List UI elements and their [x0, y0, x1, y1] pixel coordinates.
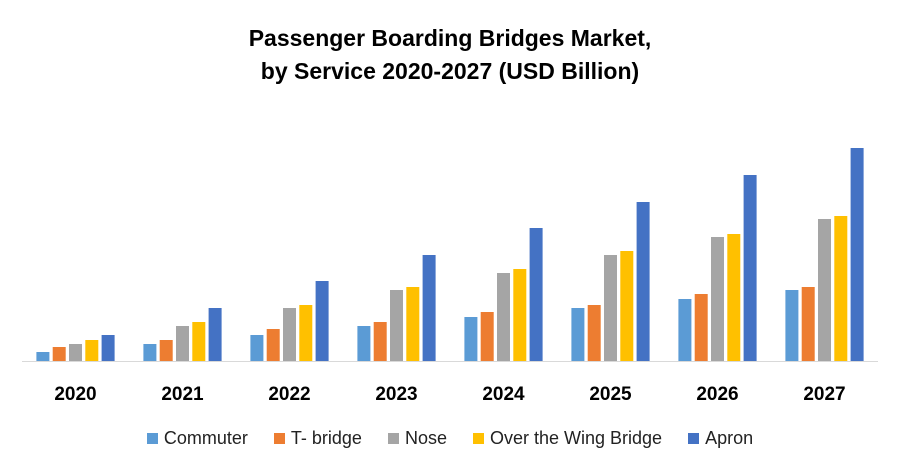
legend-swatch [273, 433, 285, 444]
bar-2023-commuter [357, 326, 371, 361]
bar-2022-t-bridge [266, 329, 280, 361]
x-tick-label: 2021 [161, 384, 204, 405]
bar-2023-over-the-wing-bridge [406, 287, 420, 361]
x-tick-label: 2024 [482, 384, 525, 405]
x-tick-label: 2026 [696, 384, 738, 405]
legend-item: Apron [688, 428, 753, 449]
bar-2024-nose [497, 273, 510, 361]
legend-item: Over the Wing Bridge [472, 428, 663, 449]
x-tick-label: 2022 [268, 384, 310, 405]
bar-2025-nose [604, 255, 617, 361]
bar-2024-commuter [464, 317, 478, 361]
bar-2021-nose [176, 326, 189, 361]
bar-2023-apron [422, 255, 436, 361]
bar-2021-apron [208, 308, 222, 361]
bar-2026-apron [743, 175, 757, 361]
bar-2024-over-the-wing-bridge [513, 269, 527, 361]
legend-label: Commuter [163, 428, 248, 448]
bar-2026-over-the-wing-bridge [727, 234, 741, 361]
x-tick-label: 2023 [375, 384, 417, 405]
chart-title-line-1: Passenger Boarding Bridges Market, [248, 25, 652, 51]
bar-2027-t-bridge [801, 287, 815, 361]
bar-2022-apron [315, 281, 329, 361]
bar-2021-commuter [143, 344, 157, 361]
legend-label: Nose [404, 428, 447, 448]
bar-2020-commuter [36, 352, 50, 361]
bar-2021-t-bridge [159, 340, 173, 361]
legend-item: T- bridge [273, 428, 362, 449]
bar-2022-commuter [250, 335, 264, 361]
bar-2025-over-the-wing-bridge [620, 251, 634, 361]
legend-swatch [688, 433, 700, 444]
legend-item: Nose [387, 428, 447, 449]
bar-2023-nose [390, 290, 403, 361]
chart-title: Passenger Boarding Bridges Market, by Se… [0, 22, 900, 88]
x-tick-label: 2020 [54, 384, 96, 405]
legend-swatch [472, 433, 484, 444]
legend-label: Apron [705, 428, 754, 448]
legend-label: T- bridge [290, 428, 362, 448]
bar-2024-apron [529, 228, 543, 361]
bar-2025-commuter [571, 308, 585, 361]
bar-2020-apron [101, 335, 115, 361]
bar-2020-over-the-wing-bridge [85, 340, 99, 361]
bar-2027-apron [850, 148, 864, 361]
x-tick-label: 2027 [803, 384, 845, 405]
bar-2026-commuter [678, 299, 692, 361]
bar-2020-t-bridge [52, 347, 66, 361]
bar-2024-t-bridge [480, 312, 494, 361]
legend-item: Commuter [146, 428, 248, 449]
legend-swatch [387, 433, 399, 444]
bar-2022-nose [283, 308, 296, 361]
x-tick-label: 2025 [589, 384, 632, 405]
bar-2021-over-the-wing-bridge [192, 322, 206, 361]
bar-2026-t-bridge [694, 294, 708, 361]
bar-2027-over-the-wing-bridge [834, 216, 848, 361]
legend-label: Over the Wing Bridge [489, 428, 663, 448]
bar-2026-nose [711, 237, 724, 361]
bar-2022-over-the-wing-bridge [299, 305, 313, 361]
bar-2025-t-bridge [587, 305, 601, 361]
bar-2027-commuter [785, 290, 799, 361]
legend: Commuter T- bridge Nose Over the Wing Bridg… [0, 428, 900, 449]
bar-2025-apron [636, 202, 650, 361]
chart-title-line-2: by Service 2020-2027 (USD Billion) [260, 58, 640, 84]
legend-swatch [146, 433, 158, 444]
bar-2023-t-bridge [373, 322, 387, 361]
bar-2027-nose [818, 219, 831, 361]
bar-2020-nose [69, 344, 82, 361]
